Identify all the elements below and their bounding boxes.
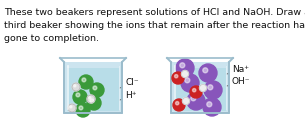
Circle shape <box>176 59 194 77</box>
Circle shape <box>93 86 97 90</box>
Circle shape <box>72 83 80 91</box>
Circle shape <box>203 98 221 116</box>
Circle shape <box>192 89 196 92</box>
Text: third beaker showing the ions that remain after the reaction has: third beaker showing the ions that remai… <box>4 21 305 30</box>
Circle shape <box>73 90 87 104</box>
Circle shape <box>185 78 190 83</box>
Polygon shape <box>174 68 226 111</box>
Circle shape <box>89 97 91 99</box>
Circle shape <box>180 63 185 68</box>
Circle shape <box>90 99 94 103</box>
Polygon shape <box>171 62 229 113</box>
Circle shape <box>208 85 213 90</box>
Text: gone to completion.: gone to completion. <box>4 34 99 43</box>
Circle shape <box>191 96 196 101</box>
Circle shape <box>76 103 90 117</box>
Circle shape <box>70 106 72 108</box>
Circle shape <box>87 95 95 103</box>
Circle shape <box>187 92 205 110</box>
Circle shape <box>173 99 185 111</box>
Circle shape <box>76 93 80 97</box>
Circle shape <box>74 85 76 87</box>
Circle shape <box>181 74 199 92</box>
Circle shape <box>82 78 86 82</box>
Circle shape <box>87 96 101 110</box>
Circle shape <box>181 71 188 77</box>
Polygon shape <box>67 68 119 111</box>
Circle shape <box>79 106 83 110</box>
Circle shape <box>182 98 189 105</box>
Polygon shape <box>64 62 122 113</box>
Circle shape <box>199 84 206 91</box>
Circle shape <box>68 104 76 112</box>
Circle shape <box>90 83 104 97</box>
Text: These two beakers represent solutions of HCl and NaOH. Draw a: These two beakers represent solutions of… <box>4 8 305 17</box>
Circle shape <box>174 75 178 78</box>
Text: OH⁻: OH⁻ <box>227 77 250 86</box>
Circle shape <box>190 86 202 98</box>
Circle shape <box>203 68 208 73</box>
Circle shape <box>199 64 217 82</box>
Circle shape <box>204 81 222 99</box>
Circle shape <box>175 102 179 105</box>
Text: Na⁺: Na⁺ <box>227 65 249 74</box>
Circle shape <box>172 72 184 84</box>
Text: H⁺: H⁺ <box>120 91 137 100</box>
Text: Cl⁻: Cl⁻ <box>120 78 139 88</box>
Circle shape <box>79 75 93 89</box>
Circle shape <box>207 102 212 107</box>
